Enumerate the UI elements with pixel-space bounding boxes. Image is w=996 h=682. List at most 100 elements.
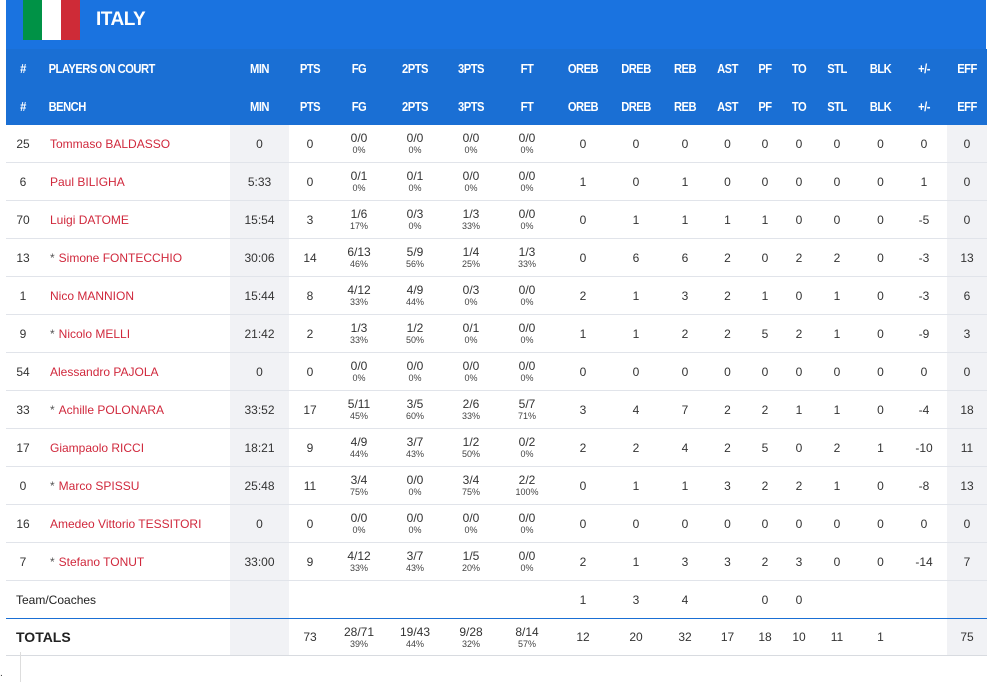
turnovers: 0: [784, 162, 814, 201]
on-court-header-ft[interactable]: FT: [520, 60, 534, 76]
ft-made-attempted: 0/0: [518, 283, 536, 297]
player-name-link[interactable]: Paul BILIGHA: [50, 174, 125, 189]
player-name-link[interactable]: Giampaolo RICCI: [50, 440, 145, 455]
fg-percentage: 0%: [352, 373, 366, 383]
team-header: ITALY: [6, 0, 986, 49]
bench-header-eff[interactable]: EFF: [957, 98, 977, 114]
points: 17: [289, 390, 331, 429]
bench-header-dreb[interactable]: DREB: [621, 98, 651, 114]
steals: 1: [814, 466, 860, 505]
on-court-header-blk[interactable]: BLK: [869, 60, 892, 76]
total-ft-made-attempted: 8/14: [515, 624, 539, 639]
bench-header-pf[interactable]: PF: [758, 98, 772, 114]
player-name-link[interactable]: Marco SPISSU: [58, 478, 140, 493]
player-name-cell: Luigi DATOME: [40, 200, 230, 239]
2pts-percentage: 0%: [408, 525, 422, 535]
on-court-header-2pts[interactable]: 2PTS: [402, 60, 428, 76]
on-court-header-3pts[interactable]: 3PTS: [458, 60, 484, 76]
on-court-header-name[interactable]: PLAYERS ON COURT: [48, 60, 156, 76]
on-court-header-oreb[interactable]: OREB: [567, 60, 599, 76]
on-court-header-eff[interactable]: EFF: [957, 60, 977, 76]
2pts-cell: 4/9 44%: [387, 276, 443, 315]
turnovers: 2: [784, 466, 814, 505]
on-court-header-stl[interactable]: STL: [827, 60, 847, 76]
total-2pts-cell: 19/43 44%: [387, 618, 443, 656]
team-to: 0: [784, 580, 814, 619]
ft-percentage: 0%: [520, 221, 534, 231]
on-court-header-dreb[interactable]: DREB: [621, 60, 651, 76]
bench-header-ft[interactable]: FT: [520, 98, 534, 114]
on-court-header-fg[interactable]: FG: [351, 60, 367, 76]
assists: 2: [709, 390, 746, 429]
player-name-link[interactable]: Luigi DATOME: [50, 212, 129, 227]
efficiency: 0: [947, 162, 987, 201]
personal-fouls: 0: [746, 125, 784, 163]
defensive-rebounds: 1: [611, 466, 661, 505]
efficiency: 0: [947, 352, 987, 391]
turnovers: 0: [784, 125, 814, 163]
2pts-cell: 0/3 0%: [387, 200, 443, 239]
bench-header-ast[interactable]: AST: [717, 98, 738, 114]
3pts-made-attempted: 1/5: [462, 549, 480, 563]
3pts-cell: 1/4 25%: [443, 238, 499, 277]
bench-header-to[interactable]: TO: [791, 98, 807, 114]
bench-header-pts[interactable]: PTS: [299, 98, 321, 114]
bench-header-name[interactable]: BENCH: [48, 98, 87, 114]
player-name-link[interactable]: Achille POLONARA: [58, 402, 165, 417]
empty-cell: [289, 580, 331, 619]
fg-made-attempted: 4/12: [347, 283, 371, 297]
3pts-made-attempted: 0/0: [462, 511, 480, 525]
bench-header-3pts[interactable]: 3PTS: [458, 98, 484, 114]
bench-header-2pts[interactable]: 2PTS: [402, 98, 428, 114]
on-court-header-min[interactable]: MIN: [250, 60, 269, 76]
player-row: 25 Tommaso BALDASSO 0 0 0/0 0% 0/0 0% 0/0 0% 0/0 0%…: [6, 125, 987, 163]
bench-header-min[interactable]: MIN: [250, 98, 269, 114]
2pts-made-attempted: 1/2: [406, 321, 424, 335]
on-court-header-num[interactable]: #: [20, 60, 26, 76]
personal-fouls: 1: [746, 200, 784, 239]
player-name-link[interactable]: Alessandro PAJOLA: [50, 364, 159, 379]
plus-minus: -8: [901, 466, 947, 505]
player-number: 0: [6, 466, 40, 505]
player-name-link[interactable]: Stefano TONUT: [58, 554, 145, 569]
player-name-cell: Nico MANNION: [40, 276, 230, 315]
italy-flag-icon: [23, 0, 80, 40]
3pts-made-attempted: 3/4: [462, 473, 480, 487]
on-court-header-pf[interactable]: PF: [758, 60, 772, 76]
bench-header-plus-minus[interactable]: +/-: [918, 98, 930, 114]
player-name-cell: * Stefano TONUT: [40, 542, 230, 581]
on-court-header-reb[interactable]: REB: [673, 60, 697, 76]
assists: 0: [709, 162, 746, 201]
bench-header-blk[interactable]: BLK: [869, 98, 892, 114]
on-court-header-pts[interactable]: PTS: [299, 60, 321, 76]
bench-header-fg[interactable]: FG: [351, 98, 367, 114]
bench-header-oreb[interactable]: OREB: [567, 98, 599, 114]
on-court-header-to[interactable]: TO: [791, 60, 807, 76]
on-court-header-ast[interactable]: AST: [717, 60, 738, 76]
fg-percentage: 75%: [349, 487, 368, 497]
on-court-header-plus-minus[interactable]: +/-: [918, 60, 930, 76]
player-name-link[interactable]: Nico MANNION: [50, 288, 135, 303]
bench-header-num[interactable]: #: [20, 98, 26, 114]
player-row: 16 Amedeo Vittorio TESSITORI 0 0 0/0 0% 0/0 0% 0…: [6, 504, 987, 543]
player-name-link[interactable]: Amedeo Vittorio TESSITORI: [50, 516, 202, 531]
assists: 2: [709, 314, 746, 353]
player-name-link[interactable]: Simone FONTECCHIO: [58, 250, 183, 265]
bench-header-reb[interactable]: REB: [673, 98, 697, 114]
empty-cell: [230, 580, 289, 619]
player-name-link[interactable]: Tommaso BALDASSO: [50, 136, 171, 151]
2pts-cell: 3/7 43%: [387, 542, 443, 581]
player-name-link[interactable]: Nicolo MELLI: [58, 326, 131, 341]
2pts-cell: 3/7 43%: [387, 428, 443, 467]
plus-minus: -10: [901, 428, 947, 467]
points: 11: [289, 466, 331, 505]
defensive-rebounds: 1: [611, 542, 661, 581]
fg-percentage: 0%: [352, 145, 366, 155]
blocks: 0: [860, 390, 901, 429]
offensive-rebounds: 0: [555, 504, 611, 543]
2pts-made-attempted: 0/0: [406, 359, 424, 373]
ft-percentage: 0%: [520, 563, 534, 573]
bench-header-stl[interactable]: STL: [827, 98, 847, 114]
ft-cell: 0/0 0%: [499, 504, 555, 543]
rebounds: 0: [661, 125, 709, 163]
